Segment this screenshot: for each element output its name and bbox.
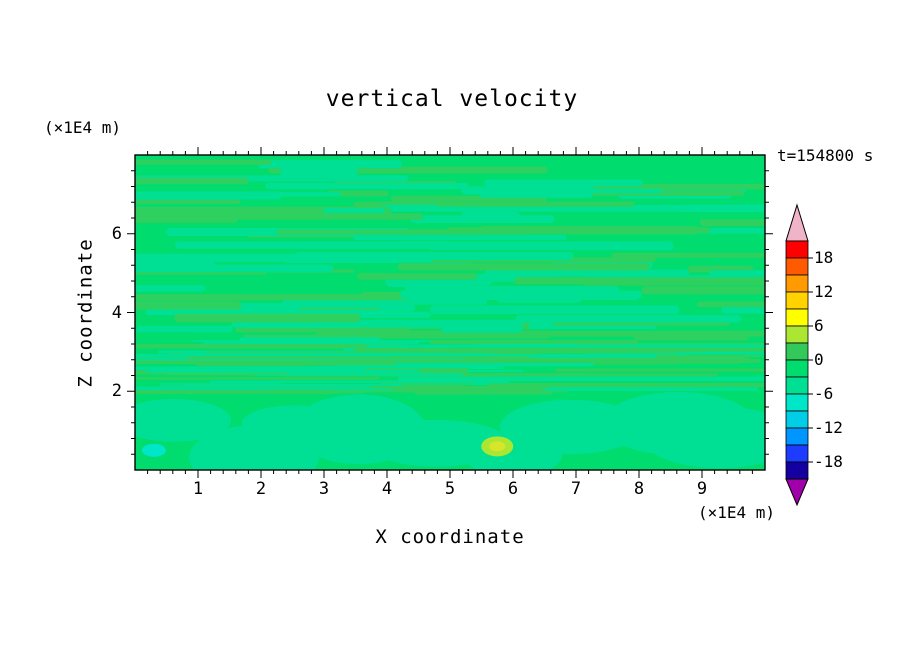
x-tick-label: 2: [255, 479, 267, 499]
axis-ticks: [127, 147, 773, 478]
colorbar-tick-label: -12: [814, 418, 843, 437]
colorbar: [785, 203, 813, 507]
colorbar-tick-label: 12: [814, 282, 834, 301]
colorbar-tick-label: -18: [814, 452, 843, 471]
colorbar-segments: [785, 203, 813, 507]
colorbar-tick-label: 0: [814, 350, 824, 369]
x-tick-label: 9: [696, 479, 708, 499]
velocity-field: [135, 155, 765, 470]
x-tick-label: 7: [570, 479, 582, 499]
x-tick-label: 1: [192, 479, 204, 499]
wave-streaks: [135, 159, 765, 395]
x-tick-label: 6: [507, 479, 519, 499]
colorbar-tick-label: 18: [814, 248, 834, 267]
cyan-spot: [141, 443, 166, 457]
z-tick-label: 2: [111, 381, 122, 402]
x-tick-label: 3: [318, 479, 330, 499]
x-tick-label: 5: [444, 479, 456, 499]
z-tick-label: 6: [111, 223, 122, 244]
z-tick-label: 4: [111, 302, 122, 323]
colorbar-tick-label: -6: [814, 384, 834, 403]
colorbar-arrow-top: [785, 203, 809, 242]
z-axis-unit-label: (×1E4 m): [44, 118, 122, 137]
x-tick-label: 4: [381, 479, 393, 499]
contour-plot: [127, 147, 773, 478]
colorbar-tick-label: 6: [814, 316, 824, 335]
bottom-blobs: [135, 391, 765, 470]
x-axis-unit-label: (×1E4 m): [697, 503, 775, 522]
x-tick-label: 8: [633, 479, 645, 499]
time-stamp-label: t=154800 s: [777, 146, 874, 165]
plot-title: vertical velocity: [325, 86, 579, 112]
colorbar-arrow-bottom: [785, 478, 809, 507]
x-axis-label: X coordinate: [375, 526, 525, 548]
